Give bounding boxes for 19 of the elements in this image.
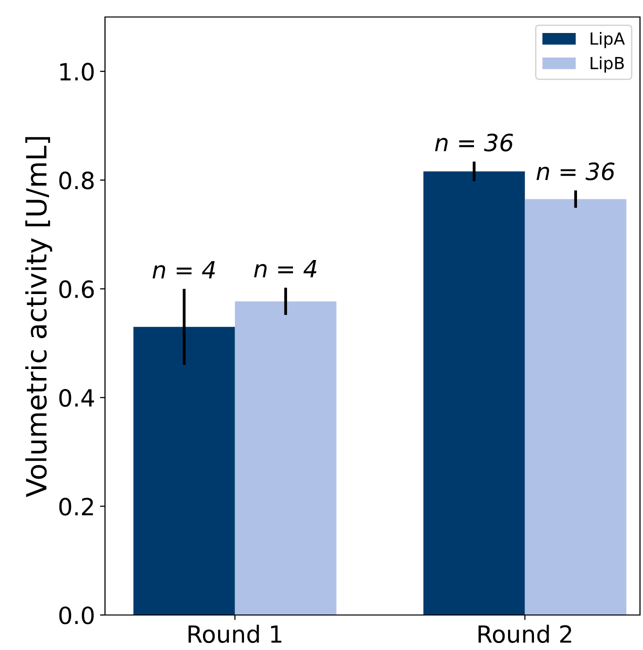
y-tick-label: 1.0 (60, 62, 94, 81)
y-tick-label: 0.2 (59, 498, 93, 516)
y-axis-title: Volumetric activity [U/mL] (25, 137, 52, 498)
annotation: n = 4 (152, 261, 215, 278)
y-tick-label: 0.6 (59, 280, 94, 298)
bar (234, 301, 336, 615)
bar (423, 171, 525, 615)
y-tick-label: 0.4 (59, 388, 94, 407)
legend-label: LipB (590, 56, 624, 73)
annotation: n = 4 (254, 260, 316, 278)
legend-label: LipA (590, 32, 625, 48)
x-tick-label: Round 1 (188, 624, 282, 643)
bar (133, 326, 235, 615)
annotation: n = 36 (536, 162, 614, 180)
y-tick-label: 0.0 (59, 606, 94, 624)
x-tick-label: Round 2 (478, 624, 572, 643)
bar (524, 199, 626, 615)
y-tick-label: 0.8 (59, 172, 94, 190)
annotation: n = 36 (435, 134, 513, 152)
